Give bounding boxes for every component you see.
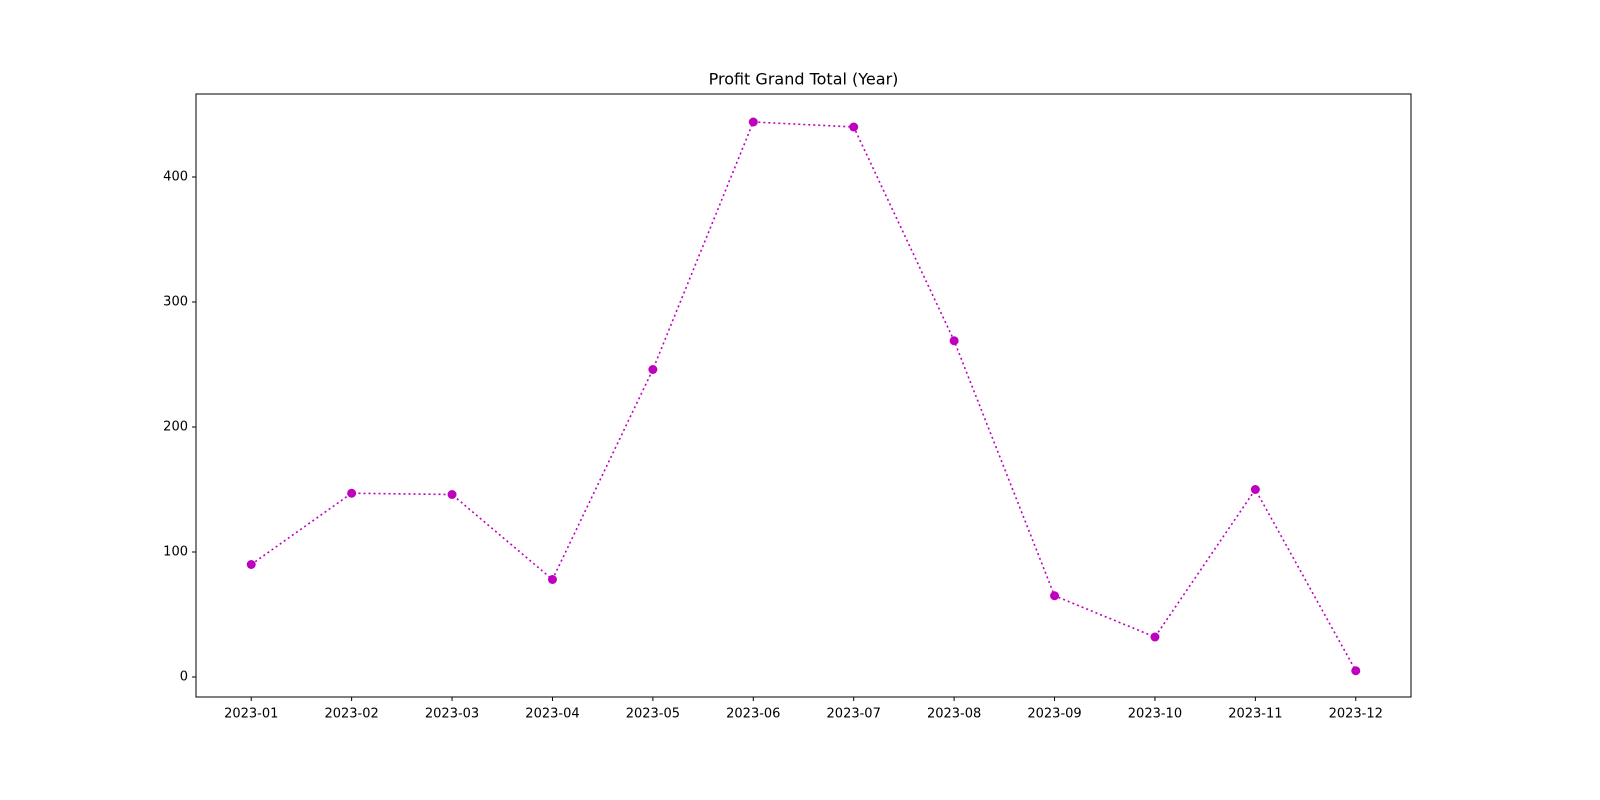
x-tick-label: 2023-08	[927, 707, 981, 722]
plot-frame	[195, 93, 1412, 698]
point	[1250, 485, 1260, 494]
point	[648, 365, 658, 374]
x-tick-label: 2023-02	[324, 707, 378, 722]
x-tick-label: 2023-10	[1128, 707, 1182, 722]
point	[1351, 666, 1361, 676]
point	[849, 122, 859, 132]
x-tick-label: 2023-09	[1027, 707, 1081, 722]
x-tick-label: 2023-06	[726, 707, 780, 722]
x-tick-label: 2023-11	[1228, 707, 1282, 722]
point	[1050, 591, 1060, 601]
x-tick-label: 2023-04	[525, 707, 579, 722]
y-tick-label: 200	[163, 420, 188, 435]
x-tick-label: 2023-01	[224, 707, 278, 722]
point	[447, 490, 457, 499]
point	[347, 488, 357, 498]
x-tick-label: 2023-05	[626, 707, 680, 722]
series-line	[250, 121, 1357, 672]
y-tick-label: 100	[163, 545, 188, 560]
chart-title: Profit Grand Total (Year)	[709, 70, 899, 89]
point	[547, 575, 557, 584]
y-tick-label: 300	[163, 295, 188, 310]
x-tick-label: 2023-03	[425, 707, 479, 722]
x-tick-label: 2023-07	[827, 707, 881, 722]
x-tick-label: 2023-12	[1329, 707, 1383, 722]
point	[246, 560, 256, 569]
y-tick-label: 400	[163, 170, 188, 185]
point	[1150, 632, 1160, 642]
point	[748, 117, 758, 127]
point	[949, 336, 959, 346]
y-tick-label: 0	[180, 670, 188, 685]
